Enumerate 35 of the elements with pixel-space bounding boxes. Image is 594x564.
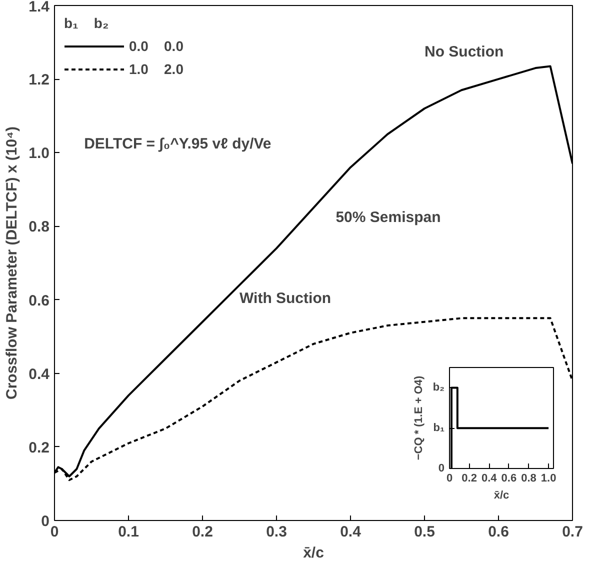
annotation: 0 bbox=[438, 462, 445, 474]
y-tick-label: 1.4 bbox=[28, 0, 50, 16]
legend-label: 1.0 2.0 bbox=[129, 61, 184, 77]
y-tick-label: 0.6 bbox=[28, 292, 50, 310]
x-tick-label: 0 bbox=[446, 472, 453, 484]
x-tick-label: 0.1 bbox=[118, 524, 139, 540]
y-tick-label: 0.4 bbox=[28, 366, 50, 383]
annotation: b₂ bbox=[432, 382, 445, 394]
x-tick-label: 0.8 bbox=[521, 472, 536, 484]
legend-label: 0.0 0.0 bbox=[129, 38, 184, 54]
y-tick-label: 1.2 bbox=[28, 72, 50, 89]
x-tick-label: 1.0 bbox=[540, 472, 556, 484]
legend-title: b₁ b₂ bbox=[64, 15, 110, 31]
x-axis-title: x̄/c bbox=[303, 544, 324, 562]
x-tick-label: 0.6 bbox=[488, 524, 509, 540]
x-axis-title: x̄/c bbox=[494, 490, 510, 502]
annotation: b₁ bbox=[433, 422, 445, 434]
x-tick-label: 0.2 bbox=[462, 472, 477, 484]
y-tick-label: 1.0 bbox=[28, 145, 50, 162]
x-tick-label: 0.6 bbox=[501, 472, 517, 484]
annotation: With Suction bbox=[240, 290, 332, 308]
annotation: No Suction bbox=[424, 44, 504, 61]
y-axis-title: Crossflow Parameter (DELTCF) x (10⁴) bbox=[4, 126, 21, 400]
y-tick-label: 0.2 bbox=[28, 439, 50, 456]
x-tick-label: 0.3 bbox=[266, 524, 287, 540]
x-tick-label: 0.4 bbox=[340, 524, 362, 540]
y-tick-label: 0 bbox=[41, 513, 50, 530]
x-tick-label: 0.2 bbox=[192, 524, 213, 540]
x-tick-label: 0.4 bbox=[481, 472, 498, 484]
x-tick-label: 0.7 bbox=[562, 524, 583, 540]
y-axis-title: −CQ * (1.E + O4) bbox=[412, 375, 425, 460]
y-tick-label: 0.8 bbox=[28, 218, 50, 236]
annotation: DELTCF = ∫₀^Y.95 vℓ dy/Ve bbox=[84, 136, 272, 153]
annotation: 50% Semispan bbox=[336, 209, 441, 226]
x-tick-label: 0.5 bbox=[414, 524, 435, 540]
